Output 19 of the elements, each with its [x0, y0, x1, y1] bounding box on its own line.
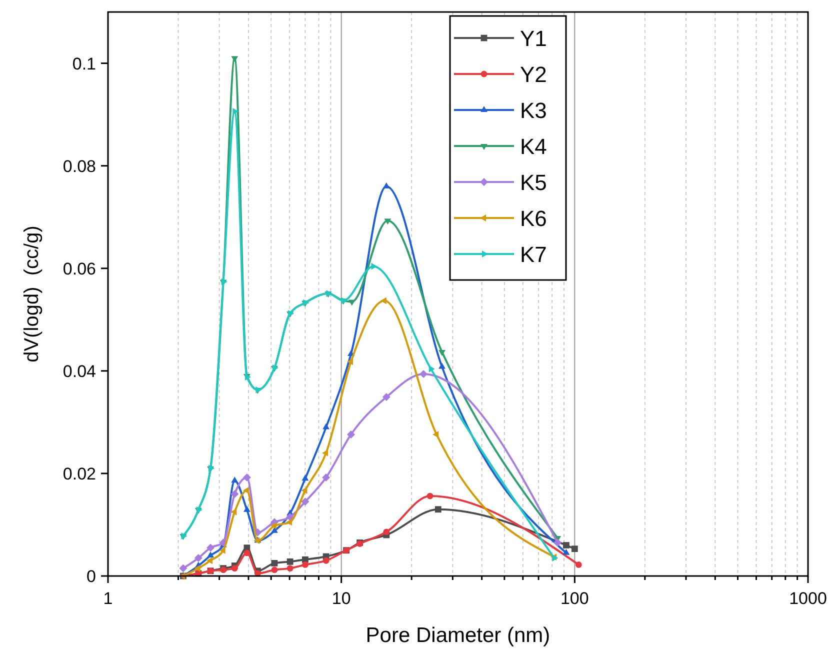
x-tick-label: 100 — [560, 589, 589, 608]
x-tick-label: 10 — [332, 589, 351, 608]
y-tick-label: 0 — [86, 567, 96, 586]
y-tick-label: 0.04 — [62, 362, 96, 381]
x-axis-title: Pore Diameter (nm) — [366, 624, 550, 647]
x-tick-label: 1000 — [789, 589, 827, 608]
legend-label: Y1 — [520, 26, 547, 51]
y-tick-label: 0.06 — [62, 259, 96, 278]
y-tick-label: 0.02 — [62, 464, 96, 484]
x-tick-label: 1 — [103, 589, 113, 608]
legend-label: Y2 — [520, 62, 547, 87]
y-tick-label: 0.1 — [72, 54, 96, 74]
y-axis-title: dV(logd) (cc/g) — [21, 226, 43, 362]
y-tick-label: 0.08 — [62, 156, 96, 176]
legend-label: K4 — [520, 134, 547, 159]
legend-label: K6 — [520, 206, 547, 231]
legend-label: K3 — [520, 98, 547, 123]
legend-label: K7 — [520, 242, 547, 267]
legend-label: K5 — [520, 170, 547, 195]
